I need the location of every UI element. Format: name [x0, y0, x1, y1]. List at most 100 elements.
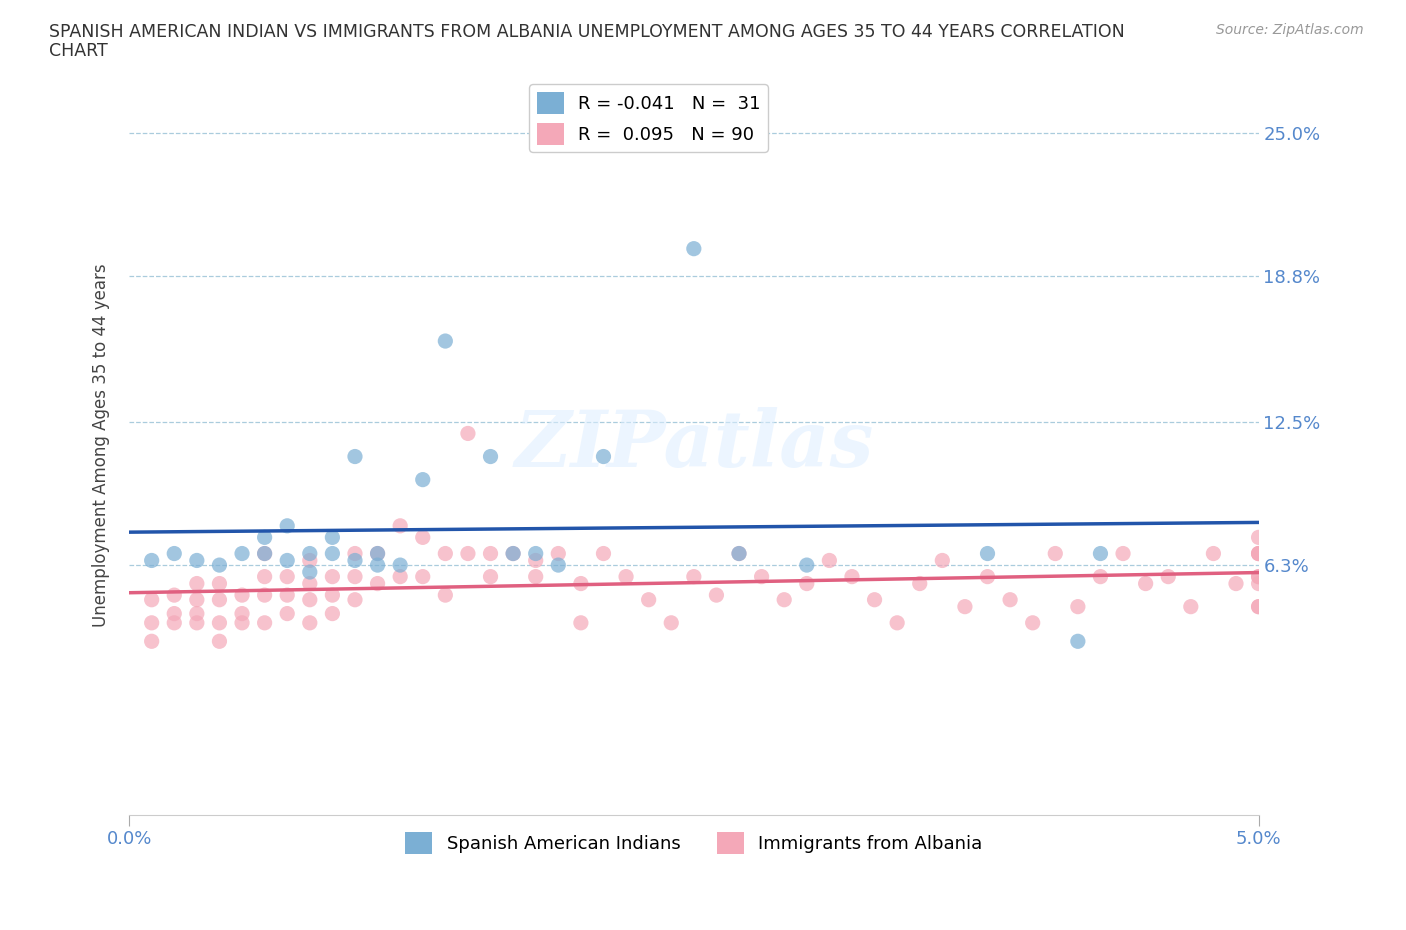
- Point: [841, 569, 863, 584]
- Legend: Spanish American Indians, Immigrants from Albania: Spanish American Indians, Immigrants fro…: [398, 825, 990, 861]
- Point: [253, 616, 276, 631]
- Point: [434, 588, 457, 603]
- Point: [1090, 546, 1112, 561]
- Point: [614, 569, 637, 584]
- Point: [1067, 599, 1090, 614]
- Point: [343, 553, 366, 568]
- Point: [818, 553, 841, 568]
- Point: [682, 241, 704, 256]
- Point: [253, 569, 276, 584]
- Point: [208, 558, 231, 573]
- Point: [479, 546, 502, 561]
- Point: [276, 518, 298, 533]
- Point: [231, 588, 253, 603]
- Point: [1090, 569, 1112, 584]
- Point: [569, 576, 592, 591]
- Point: [163, 606, 186, 621]
- Point: [208, 592, 231, 607]
- Point: [1247, 546, 1270, 561]
- Point: [186, 592, 208, 607]
- Point: [276, 569, 298, 584]
- Point: [682, 569, 704, 584]
- Point: [163, 616, 186, 631]
- Point: [389, 569, 412, 584]
- Point: [163, 588, 186, 603]
- Point: [298, 592, 321, 607]
- Point: [367, 546, 389, 561]
- Point: [524, 546, 547, 561]
- Point: [886, 616, 908, 631]
- Point: [728, 546, 751, 561]
- Point: [796, 558, 818, 573]
- Point: [953, 599, 976, 614]
- Point: [321, 569, 343, 584]
- Point: [502, 546, 524, 561]
- Point: [637, 592, 659, 607]
- Point: [343, 592, 366, 607]
- Point: [321, 546, 343, 561]
- Point: [298, 616, 321, 631]
- Point: [163, 546, 186, 561]
- Point: [298, 576, 321, 591]
- Point: [773, 592, 796, 607]
- Point: [728, 546, 751, 561]
- Point: [1067, 634, 1090, 649]
- Point: [796, 576, 818, 591]
- Point: [1202, 546, 1225, 561]
- Point: [343, 569, 366, 584]
- Point: [208, 616, 231, 631]
- Point: [931, 553, 953, 568]
- Point: [367, 546, 389, 561]
- Point: [253, 546, 276, 561]
- Point: [1247, 599, 1270, 614]
- Point: [863, 592, 886, 607]
- Point: [479, 569, 502, 584]
- Point: [976, 546, 998, 561]
- Point: [502, 546, 524, 561]
- Point: [1225, 576, 1247, 591]
- Point: [412, 472, 434, 487]
- Point: [276, 606, 298, 621]
- Point: [298, 565, 321, 579]
- Point: [457, 546, 479, 561]
- Y-axis label: Unemployment Among Ages 35 to 44 years: Unemployment Among Ages 35 to 44 years: [93, 263, 110, 627]
- Point: [343, 449, 366, 464]
- Point: [276, 553, 298, 568]
- Text: SPANISH AMERICAN INDIAN VS IMMIGRANTS FROM ALBANIA UNEMPLOYMENT AMONG AGES 35 TO: SPANISH AMERICAN INDIAN VS IMMIGRANTS FR…: [49, 23, 1125, 41]
- Point: [751, 569, 773, 584]
- Point: [592, 449, 614, 464]
- Point: [1247, 569, 1270, 584]
- Point: [412, 530, 434, 545]
- Point: [547, 546, 569, 561]
- Point: [547, 558, 569, 573]
- Point: [231, 606, 253, 621]
- Text: ZIPatlas: ZIPatlas: [515, 406, 873, 484]
- Point: [367, 576, 389, 591]
- Point: [298, 553, 321, 568]
- Point: [186, 606, 208, 621]
- Point: [524, 553, 547, 568]
- Point: [231, 616, 253, 631]
- Text: CHART: CHART: [49, 42, 108, 60]
- Point: [253, 546, 276, 561]
- Point: [976, 569, 998, 584]
- Point: [706, 588, 728, 603]
- Point: [276, 588, 298, 603]
- Point: [1247, 599, 1270, 614]
- Point: [321, 588, 343, 603]
- Point: [389, 558, 412, 573]
- Point: [434, 546, 457, 561]
- Point: [253, 588, 276, 603]
- Point: [141, 592, 163, 607]
- Point: [457, 426, 479, 441]
- Point: [569, 616, 592, 631]
- Point: [524, 569, 547, 584]
- Point: [592, 546, 614, 561]
- Point: [1112, 546, 1135, 561]
- Point: [659, 616, 682, 631]
- Point: [908, 576, 931, 591]
- Point: [141, 634, 163, 649]
- Point: [389, 518, 412, 533]
- Point: [1045, 546, 1067, 561]
- Point: [321, 606, 343, 621]
